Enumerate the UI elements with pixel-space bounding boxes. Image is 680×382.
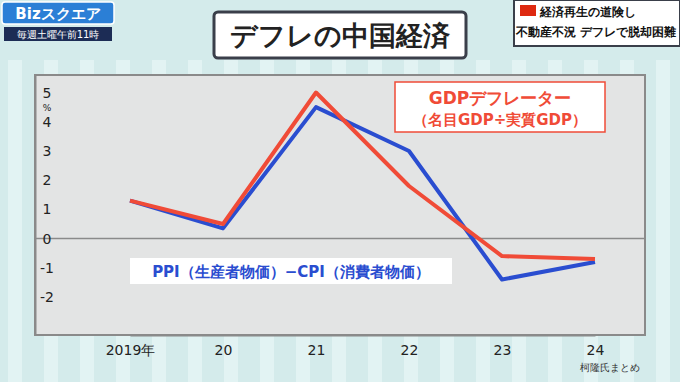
series-group [130,93,595,280]
y-tick-label: -2 [40,289,54,305]
series-label: GDPデフレーター（名目GDP÷実質GDP） [413,88,587,129]
y-axis-line [35,76,37,336]
y-axis: -2 -1 0 1 2 3 4 5 [35,76,54,336]
x-tick: 22 [401,335,419,358]
y-tick-label: 0 [43,231,52,247]
y-tick-label: 4 [43,114,52,130]
series-line [130,93,595,260]
y-tick: -1 [35,260,54,276]
x-axis: 2019年 20 21 22 23 24 [106,335,605,358]
x-tick-label: 22 [401,342,419,358]
x-tick: 24 [587,335,605,358]
y-tick-label: 1 [43,201,52,217]
x-tick-label: 21 [308,342,326,358]
logo-box [2,2,114,24]
headline: 経済再生の道険し [539,5,636,19]
x-axis-line [131,335,596,337]
x-tick-label: 20 [215,342,233,358]
y-tick: 2 [35,172,51,188]
y-tick: 3 [35,143,51,159]
y-tick: 0 [35,231,51,247]
y-tick: 4 [35,114,52,130]
y-tick: -2 [35,289,54,305]
background-stripe [656,60,670,382]
y-axis-title: % [43,103,52,113]
y-tick-label: -1 [40,260,54,276]
background-fill [0,0,680,382]
y-tick: 1 [35,201,51,217]
logo: Bizスクエア [15,5,100,23]
x-tick-label: 2019年 [106,342,156,358]
title-box [214,12,466,58]
y-tick-label: 5 [43,85,52,101]
x-tick-label: 24 [587,342,605,358]
x-tick: 20 [215,335,233,358]
zero-line [35,238,645,240]
y-tick-label: 2 [43,172,52,188]
flag [520,5,536,16]
series-line [130,107,595,279]
schedule-box [4,27,112,41]
headline: 不動産不況 デフレで脱却困難 [515,25,676,39]
source: 柯隆氏まとめ [580,362,640,373]
x-tick-label: 23 [494,342,512,358]
background-stripe [8,60,22,382]
y-tick-label: 3 [43,143,52,159]
schedule: 毎週土曜午前11時 [17,29,100,40]
title: デフレの中国経済 [230,20,450,51]
y-tick: 5 [35,85,51,101]
x-tick: 23 [494,335,512,358]
x-tick: 21 [308,335,326,358]
series-label-box [395,82,605,132]
plot-frame [35,75,645,335]
series-label-box [130,258,452,284]
canvas: Bizスクエア毎週土曜午前11時 デフレの中国経済 経済再生の道険し不動産不況 デフ… [0,0,680,382]
headline-box [514,0,680,46]
series-label: PPI（生産者物価）−CPI（消費者物価） [152,263,430,281]
x-tick: 2019年 [106,335,156,358]
background [0,0,680,382]
